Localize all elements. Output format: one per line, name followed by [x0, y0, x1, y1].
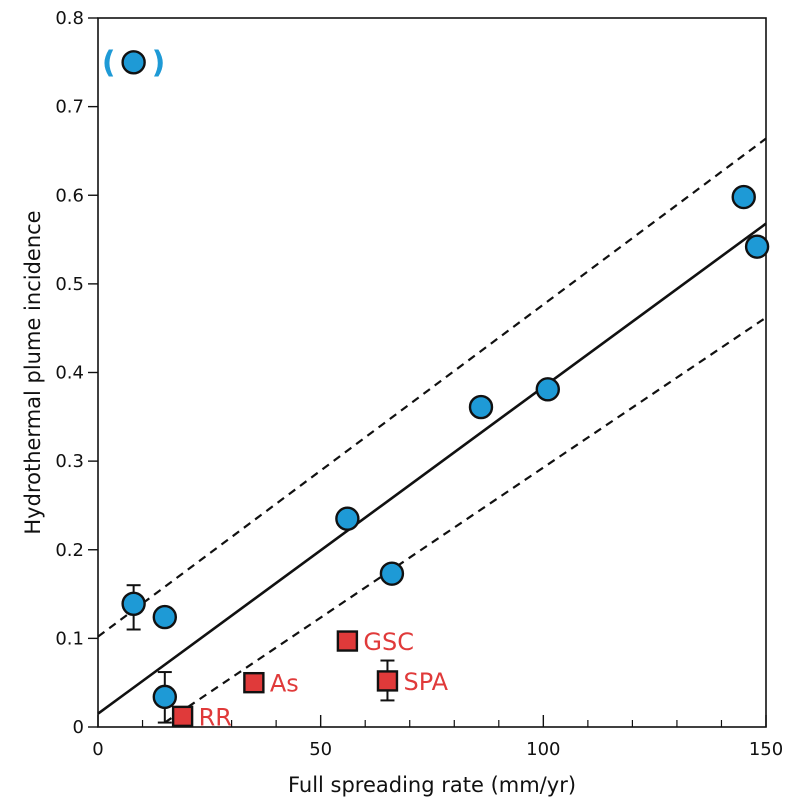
y-tick-label: 0.2 [55, 540, 84, 561]
point-label-rr: RR [199, 703, 232, 731]
square-point [336, 630, 359, 652]
square-point [243, 671, 265, 694]
regression-lines [97, 137, 767, 724]
circle-point [121, 50, 146, 75]
square-point [376, 670, 399, 692]
lower-confidence-line [164, 316, 767, 724]
y-tick-label: 0.4 [55, 363, 84, 384]
y-tick-label: 0.1 [55, 628, 84, 649]
circle-point [152, 684, 178, 710]
x-tick-label: 100 [526, 739, 560, 760]
y-tick-label: 0 [73, 717, 84, 738]
axis-ticks [88, 17, 767, 728]
y-tick-label: 0.3 [55, 451, 84, 472]
x-tick-label: 0 [92, 739, 103, 760]
circle-point [744, 234, 770, 259]
circle-point [535, 377, 560, 402]
circle-point [152, 604, 178, 630]
circle-point [335, 506, 360, 531]
y-tick-label: 0.8 [55, 8, 84, 29]
tick-labels: 0 50 100 150 0 0.1 0.2 0.3 0.4 0.5 0.6 0.7 0.8 [55, 8, 783, 760]
data-points [121, 50, 770, 728]
point-label-gsc: GSC [363, 628, 414, 656]
x-tick-label: 50 [309, 739, 332, 760]
point-label-spa: SPA [403, 668, 448, 696]
square-point [171, 705, 194, 728]
x-axis-title: Full spreading rate (mm/yr) [288, 773, 576, 797]
circle-point [379, 561, 405, 586]
fit-line [97, 222, 767, 715]
circle-point [468, 394, 494, 420]
plot-frame [97, 17, 767, 728]
y-axis-title: Hydrothermal plume incidence [21, 210, 45, 534]
circle-point [731, 184, 756, 210]
y-tick-label: 0.6 [55, 185, 84, 206]
paren-right: ) [152, 45, 166, 80]
paren-left: ( [102, 45, 116, 80]
upper-confidence-line [97, 137, 767, 638]
point-label-as: As [270, 670, 299, 698]
point-labels: () RR As GSC SPA [102, 45, 449, 731]
circle-point [121, 591, 146, 617]
y-tick-label: 0.5 [55, 274, 84, 295]
y-tick-label: 0.7 [55, 97, 84, 118]
x-tick-label: 150 [749, 739, 783, 760]
